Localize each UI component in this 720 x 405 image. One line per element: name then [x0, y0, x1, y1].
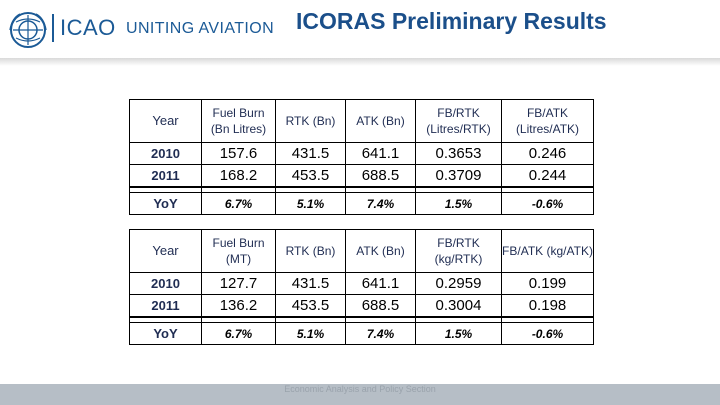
yoy-row: YoY 6.7% 5.1% 7.4% 1.5% -0.6% [129, 192, 594, 215]
logo-divider [52, 14, 54, 42]
table-cell: 5.1% [275, 192, 346, 215]
column-header: FB/RTK (Litres/RTK) [415, 99, 502, 143]
table-cell: 5.1% [275, 322, 346, 345]
logo-tagline: UNITING AVIATION [126, 20, 275, 37]
table-cell: 0.246 [501, 142, 594, 165]
column-header: Fuel Burn (Bn Litres) [201, 99, 276, 143]
table-cell: 2010 [129, 142, 202, 165]
table-cell: 7.4% [345, 322, 416, 345]
table-cell: 7.4% [345, 192, 416, 215]
table-cell: 453.5 [275, 164, 346, 188]
table-cell: 127.7 [201, 272, 276, 295]
table-row: 2011 136.2 453.5 688.5 0.3004 0.198 [129, 294, 594, 318]
icao-logo-text: ICAO [60, 15, 116, 40]
table-cell: 641.1 [345, 142, 416, 165]
table-cell: 6.7% [201, 192, 276, 215]
table-cell: YoY [129, 322, 202, 345]
header-shadow [0, 58, 720, 66]
table-cell: 1.5% [415, 192, 502, 215]
table-cell: 0.199 [501, 272, 594, 295]
table-cell: 136.2 [201, 294, 276, 318]
table-cell: 0.3004 [415, 294, 502, 318]
table-cell: 431.5 [275, 142, 346, 165]
icao-emblem-icon [9, 12, 47, 48]
column-header: FB/ATK (kg/ATK) [501, 229, 594, 273]
table-header-row: Year Fuel Burn (MT) RTK (Bn) ATK (Bn) FB… [129, 229, 594, 273]
table-cell: 1.5% [415, 322, 502, 345]
table-cell: 688.5 [345, 294, 416, 318]
results-table-mass: Year Fuel Burn (MT) RTK (Bn) ATK (Bn) FB… [129, 229, 594, 345]
table-cell: -0.6% [501, 322, 594, 345]
table-cell: 157.6 [201, 142, 276, 165]
column-header: RTK (Bn) [275, 99, 346, 143]
column-header: ATK (Bn) [345, 99, 416, 143]
column-header: Fuel Burn (MT) [201, 229, 276, 273]
table-cell: 453.5 [275, 294, 346, 318]
table-cell: 2011 [129, 164, 202, 188]
yoy-row: YoY 6.7% 5.1% 7.4% 1.5% -0.6% [129, 322, 594, 345]
table-cell: 431.5 [275, 272, 346, 295]
slide-header: ICAO UNITING AVIATION ICORAS Preliminary… [0, 0, 720, 58]
column-header: Year [129, 229, 202, 273]
page-title: ICORAS Preliminary Results [296, 8, 607, 34]
column-header: FB/RTK (kg/RTK) [415, 229, 502, 273]
table-cell: 0.198 [501, 294, 594, 318]
table-cell: 0.3709 [415, 164, 502, 188]
results-table-litres: Year Fuel Burn (Bn Litres) RTK (Bn) ATK … [129, 99, 594, 215]
column-header: ATK (Bn) [345, 229, 416, 273]
table-cell: 6.7% [201, 322, 276, 345]
table-spacer-row [129, 316, 594, 323]
table-row: 2010 157.6 431.5 641.1 0.3653 0.246 [129, 142, 594, 165]
table-header-row: Year Fuel Burn (Bn Litres) RTK (Bn) ATK … [129, 99, 594, 143]
table-cell: 688.5 [345, 164, 416, 188]
column-header: RTK (Bn) [275, 229, 346, 273]
table-cell: -0.6% [501, 192, 594, 215]
table-cell: 0.3653 [415, 142, 502, 165]
slide-footer: Economic Analysis and Policy Section [0, 384, 720, 405]
column-header: Year [129, 99, 202, 143]
table-cell: 2010 [129, 272, 202, 295]
table-row: 2010 127.7 431.5 641.1 0.2959 0.199 [129, 272, 594, 295]
table-cell: 641.1 [345, 272, 416, 295]
table-row: 2011 168.2 453.5 688.5 0.3709 0.244 [129, 164, 594, 188]
table-cell: 168.2 [201, 164, 276, 188]
column-header: FB/ATK (Litres/ATK) [501, 99, 594, 143]
table-cell: 2011 [129, 294, 202, 318]
table-cell: 0.244 [501, 164, 594, 188]
table-cell: YoY [129, 192, 202, 215]
footer-text: Economic Analysis and Policy Section [284, 384, 436, 394]
table-cell: 0.2959 [415, 272, 502, 295]
